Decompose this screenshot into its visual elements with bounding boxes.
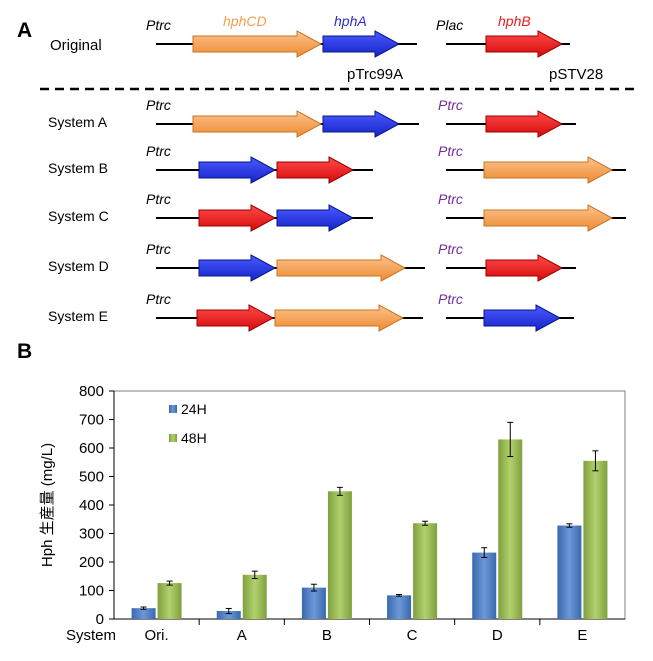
hphb-gene-arrow <box>276 156 355 184</box>
hpha-gene-arrow <box>198 254 277 282</box>
error-bar <box>507 421 514 458</box>
system-row-label: System B <box>48 160 108 176</box>
y-tick-label: 500 <box>79 469 104 486</box>
promoter-label: Ptrc <box>146 143 171 159</box>
promoter-label: Ptrc <box>438 241 463 257</box>
error-bar <box>336 486 343 496</box>
bar-24h <box>131 608 156 619</box>
y-tick-label: 800 <box>79 383 104 400</box>
bar-48h <box>242 574 267 619</box>
y-tick-label: 200 <box>79 554 104 571</box>
hpha-gene-arrow <box>322 30 401 58</box>
y-tick-label: 700 <box>79 412 104 429</box>
original-row-label: Original <box>50 37 102 54</box>
hpha-gene-arrow <box>198 156 277 184</box>
bar-48h <box>413 523 438 619</box>
error-bar <box>592 450 599 472</box>
gene-construct-diagram: Original Ptrc Plac hphCD hphA hphB pTrc99A pSTV… <box>48 13 626 332</box>
system-row: System D Ptrc Ptrc <box>48 241 576 282</box>
system-row: System C Ptrc Ptrc <box>48 191 626 232</box>
promoter-label: Ptrc <box>438 291 463 307</box>
panel-a-label: A <box>17 19 32 42</box>
bar-24h <box>387 595 412 619</box>
y-tick-label: 400 <box>79 497 104 514</box>
system-row-label: System D <box>48 258 109 274</box>
bar-chart: 0 100 200 300 400 500 600 700 800 Hph 生産量 (mg/L) S… <box>39 383 626 644</box>
error-bar <box>225 607 232 615</box>
promoter-label: Plac <box>436 17 463 33</box>
hpha-gene-arrow <box>276 204 355 232</box>
y-tick-label: 300 <box>79 526 104 543</box>
error-bar <box>251 570 258 580</box>
bar-48h <box>327 491 352 619</box>
hphcd-gene-arrow <box>192 110 323 138</box>
error-bar <box>310 583 317 592</box>
hphcd-gene-arrow <box>483 204 614 232</box>
gene-label-hphb: hphB <box>498 13 531 29</box>
panel-b-label: B <box>17 340 32 363</box>
plasmid-label: pTrc99A <box>347 66 403 83</box>
x-tick-label: C <box>407 627 418 644</box>
y-tick-label: 100 <box>79 583 104 600</box>
promoter-label: Ptrc <box>438 191 463 207</box>
promoter-label: Ptrc <box>146 291 171 307</box>
system-row: System A Ptrc Ptrc <box>48 97 576 138</box>
bar-24h <box>216 611 241 619</box>
x-tick-label: D <box>492 627 503 644</box>
hphcd-gene-arrow <box>192 30 323 58</box>
x-tick-label: E <box>577 627 587 644</box>
original-row: Original Ptrc Plac hphCD hphA hphB pTrc99A pSTV… <box>50 13 603 83</box>
promoter-label: Ptrc <box>146 191 171 207</box>
gene-label-hphcd: hphCD <box>223 13 267 29</box>
legend-label: 48H <box>181 430 207 446</box>
bar-48h <box>157 583 182 619</box>
hpha-gene-arrow <box>322 110 401 138</box>
hphcd-gene-arrow <box>276 254 407 282</box>
plot-area-border <box>113 390 626 620</box>
x-tick-label: B <box>322 627 332 644</box>
hphb-gene-arrow <box>485 254 564 282</box>
bar-24h <box>301 587 326 619</box>
promoter-label: Ptrc <box>146 17 171 33</box>
hphb-gene-arrow <box>485 30 564 58</box>
promoter-label: Ptrc <box>146 97 171 113</box>
error-bar <box>166 580 173 586</box>
hphb-gene-arrow <box>196 304 275 332</box>
bar-24h <box>472 552 497 619</box>
hphb-gene-arrow <box>485 110 564 138</box>
error-bar <box>566 523 573 528</box>
system-row-label: System E <box>48 308 108 324</box>
promoter-label: Ptrc <box>438 97 463 113</box>
y-tick-label: 0 <box>96 611 104 628</box>
plasmid-label: pSTV28 <box>549 66 603 83</box>
x-tick-label: A <box>237 627 247 644</box>
hpha-gene-arrow <box>483 304 562 332</box>
system-row-label: System A <box>48 114 108 130</box>
hphb-gene-arrow <box>198 204 277 232</box>
system-row: System B Ptrc Ptrc <box>48 143 626 184</box>
legend-label: 24H <box>181 401 207 417</box>
promoter-label: Ptrc <box>438 143 463 159</box>
promoter-label: Ptrc <box>146 241 171 257</box>
bar-24h <box>557 525 582 619</box>
gene-label-hpha: hphA <box>334 13 367 29</box>
system-row-label: System C <box>48 208 109 224</box>
legend-swatch <box>169 405 177 413</box>
x-axis-label: System <box>66 627 116 644</box>
x-tick-label: Ori. <box>144 627 168 644</box>
legend-swatch <box>169 434 177 442</box>
bar-48h <box>583 460 608 619</box>
bar-48h <box>498 439 523 619</box>
y-axis-label: Hph 生産量 (mg/L) <box>39 443 56 567</box>
hphcd-gene-arrow <box>274 304 405 332</box>
error-bar <box>481 547 488 558</box>
error-bar <box>422 520 429 526</box>
error-bar <box>396 593 403 597</box>
y-tick-label: 600 <box>79 440 104 457</box>
error-bar <box>140 606 147 610</box>
system-row: System E Ptrc Ptrc <box>48 291 574 332</box>
hphcd-gene-arrow <box>483 156 614 184</box>
